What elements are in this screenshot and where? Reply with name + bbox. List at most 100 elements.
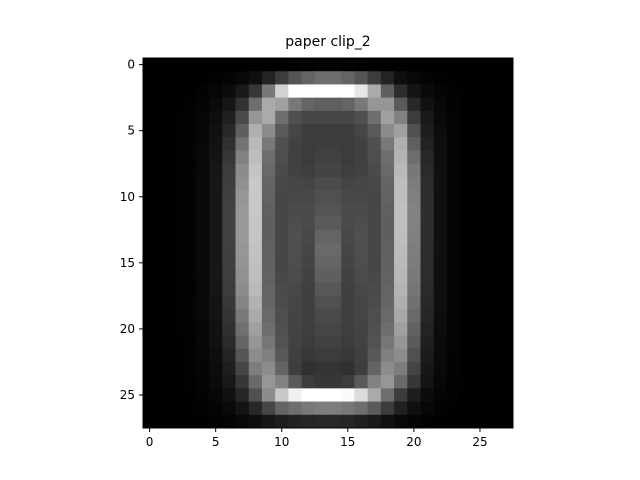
heatmap-cell bbox=[143, 84, 157, 99]
heatmap-cell bbox=[261, 348, 276, 363]
heatmap-cell bbox=[222, 243, 236, 257]
heatmap-cell bbox=[143, 361, 157, 376]
heatmap-cell bbox=[275, 414, 289, 429]
heatmap-cell bbox=[486, 124, 501, 138]
heatmap-cell bbox=[394, 401, 408, 416]
heatmap-cell bbox=[499, 190, 514, 204]
heatmap-cell bbox=[301, 295, 316, 310]
heatmap-cell bbox=[301, 401, 316, 416]
heatmap-cell bbox=[499, 58, 514, 72]
heatmap-cell bbox=[156, 150, 170, 165]
heatmap-cell bbox=[341, 124, 355, 138]
heatmap-cell bbox=[301, 282, 316, 297]
heatmap-cell bbox=[460, 97, 474, 112]
heatmap-cell bbox=[222, 137, 236, 151]
heatmap-cell bbox=[328, 110, 342, 125]
heatmap-cell bbox=[169, 295, 184, 310]
y-tick-label: 5 bbox=[127, 124, 135, 138]
heatmap-cell bbox=[394, 110, 408, 125]
heatmap-cell bbox=[354, 110, 369, 125]
heatmap-cell bbox=[209, 150, 223, 165]
heatmap-cell bbox=[367, 229, 382, 244]
heatmap-cell bbox=[499, 269, 514, 284]
heatmap-cell bbox=[354, 163, 369, 178]
heatmap-cell bbox=[143, 269, 157, 284]
heatmap-cell bbox=[248, 309, 263, 323]
heatmap-cell bbox=[341, 401, 355, 416]
heatmap-cell bbox=[169, 97, 184, 112]
heatmap-cell bbox=[367, 309, 382, 323]
heatmap-cell bbox=[235, 71, 250, 85]
heatmap-cell bbox=[394, 361, 408, 376]
heatmap-cell bbox=[261, 295, 276, 310]
heatmap-cell bbox=[222, 335, 236, 350]
heatmap-cell bbox=[182, 295, 197, 310]
heatmap-cell bbox=[301, 137, 316, 151]
heatmap-cell bbox=[301, 216, 316, 231]
heatmap-cell bbox=[261, 137, 276, 151]
heatmap-cell bbox=[499, 401, 514, 416]
heatmap-cell bbox=[222, 269, 236, 284]
heatmap-cell bbox=[288, 322, 302, 336]
heatmap-cell bbox=[275, 110, 289, 125]
heatmap-cell bbox=[486, 322, 501, 336]
heatmap-cell bbox=[235, 388, 250, 402]
heatmap-cell bbox=[143, 203, 157, 217]
heatmap-cell bbox=[433, 388, 448, 402]
heatmap-cell bbox=[420, 216, 435, 231]
heatmap-cell bbox=[380, 203, 395, 217]
heatmap-cell bbox=[301, 309, 316, 323]
heatmap-cell bbox=[169, 163, 184, 178]
heatmap-cell bbox=[341, 84, 355, 99]
heatmap-cell bbox=[143, 295, 157, 310]
heatmap-cell bbox=[169, 269, 184, 284]
heatmap-cell bbox=[341, 335, 355, 350]
heatmap-cell bbox=[169, 348, 184, 363]
heatmap-cell bbox=[182, 176, 197, 191]
heatmap-cell bbox=[341, 150, 355, 165]
heatmap-cell bbox=[195, 348, 210, 363]
heatmap-cell bbox=[341, 309, 355, 323]
heatmap-cell bbox=[354, 348, 369, 363]
heatmap-cell bbox=[182, 401, 197, 416]
heatmap-cell bbox=[143, 309, 157, 323]
heatmap-cell bbox=[288, 137, 302, 151]
heatmap-cell bbox=[301, 97, 316, 112]
heatmap-cell bbox=[261, 401, 276, 416]
heatmap-cell bbox=[288, 110, 302, 125]
heatmap-cell bbox=[473, 110, 487, 125]
heatmap-cell bbox=[460, 282, 474, 297]
heatmap-cell bbox=[169, 335, 184, 350]
heatmap-cell bbox=[209, 71, 223, 85]
heatmap-cell bbox=[288, 58, 302, 72]
heatmap-cell bbox=[156, 361, 170, 376]
heatmap-cell bbox=[222, 229, 236, 244]
heatmap-cell bbox=[420, 163, 435, 178]
heatmap-cell bbox=[354, 203, 369, 217]
heatmap-cell bbox=[314, 137, 329, 151]
heatmap-cell bbox=[460, 388, 474, 402]
heatmap-cell bbox=[195, 58, 210, 72]
heatmap-cell bbox=[169, 229, 184, 244]
heatmap-cell bbox=[499, 388, 514, 402]
heatmap-cell bbox=[328, 163, 342, 178]
heatmap-cell bbox=[301, 71, 316, 85]
heatmap-cell bbox=[288, 190, 302, 204]
heatmap-cell bbox=[275, 216, 289, 231]
heatmap-cell bbox=[433, 84, 448, 99]
heatmap-cell bbox=[288, 163, 302, 178]
heatmap-cell bbox=[143, 176, 157, 191]
heatmap-cell bbox=[235, 150, 250, 165]
heatmap-cell bbox=[380, 216, 395, 231]
heatmap-cell bbox=[156, 124, 170, 138]
heatmap-cell bbox=[446, 361, 461, 376]
heatmap-cell bbox=[222, 256, 236, 270]
heatmap-cell bbox=[380, 282, 395, 297]
heatmap-cell bbox=[248, 190, 263, 204]
heatmap-cell bbox=[314, 190, 329, 204]
heatmap-cell bbox=[486, 309, 501, 323]
heatmap-cell bbox=[248, 375, 263, 389]
heatmap-cell bbox=[367, 124, 382, 138]
heatmap-cell bbox=[275, 97, 289, 112]
